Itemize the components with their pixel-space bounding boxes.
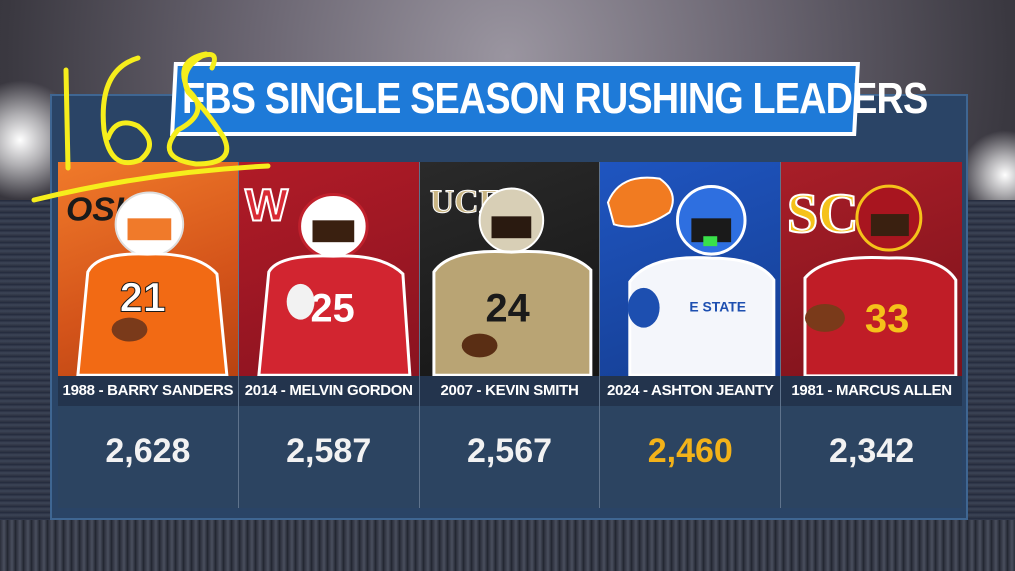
wisconsin-logo-icon: W — [245, 179, 289, 230]
crowd-right — [960, 200, 1015, 530]
stat-area: 2,567 — [419, 406, 600, 508]
player-photo: UCF 24 — [419, 162, 600, 376]
rushing-yards: 2,628 — [105, 432, 191, 470]
leader-card: W 25 2014 - MELVIN GORDON 2,587 — [238, 162, 420, 508]
svg-text:33: 33 — [865, 297, 909, 341]
svg-text:24: 24 — [485, 287, 529, 331]
page-title: FBS SINGLE SEASON RUSHING LEADERS — [182, 74, 928, 123]
player-figure-icon: E STATE — [607, 176, 776, 376]
rushing-yards: 2,587 — [286, 432, 372, 470]
svg-text:E STATE: E STATE — [690, 299, 747, 315]
player-figure-icon: W 25 — [244, 178, 412, 376]
player-figure-icon: SC 33 — [786, 182, 958, 376]
stands-bottom — [0, 520, 1015, 571]
leader-card: SC 33 1981 - MARCUS ALLEN 2,342 — [781, 162, 962, 508]
leader-caption: 2014 - MELVIN GORDON — [238, 376, 419, 406]
leader-caption: 1981 - MARCUS ALLEN — [781, 376, 962, 406]
usc-logo-icon: SC — [787, 183, 859, 245]
player-photo: E STATE — [600, 162, 781, 376]
svg-text:21: 21 — [120, 274, 166, 321]
boise-state-logo-icon — [607, 176, 675, 228]
leader-caption: 1988 - BARRY SANDERS — [58, 376, 238, 406]
leader-card: UCF 24 2007 - KEVIN SMITH 2,567 — [419, 162, 601, 508]
leader-caption: 2024 - ASHTON JEANTY — [600, 376, 781, 406]
leader-card: E STATE 2024 - ASHTON JEANTY 2,460 — [600, 162, 782, 508]
stat-area: 2,342 — [781, 406, 962, 508]
player-figure-icon: OSU 21 — [66, 190, 229, 376]
svg-text:25: 25 — [310, 287, 354, 331]
leader-card: OSU 21 1988 - BARRY SANDERS 2,628 — [58, 162, 239, 508]
rushing-yards: 2,460 — [647, 432, 733, 470]
stat-area: 2,587 — [238, 406, 419, 508]
rushing-yards: 2,342 — [829, 432, 915, 470]
leaders-grid: OSU 21 1988 - BARRY SANDERS 2,628 W 25 — [58, 162, 962, 508]
player-photo: W 25 — [238, 162, 419, 376]
stat-area: 2,460 — [600, 406, 781, 508]
leader-caption: 2007 - KEVIN SMITH — [419, 376, 600, 406]
player-photo: SC 33 — [781, 162, 962, 376]
ucf-logo-icon: UCF — [430, 183, 499, 220]
stat-area: 2,628 — [58, 406, 238, 508]
player-photo: OSU 21 — [58, 162, 238, 376]
rushing-yards: 2,567 — [466, 432, 553, 470]
player-figure-icon: UCF 24 — [429, 183, 592, 376]
